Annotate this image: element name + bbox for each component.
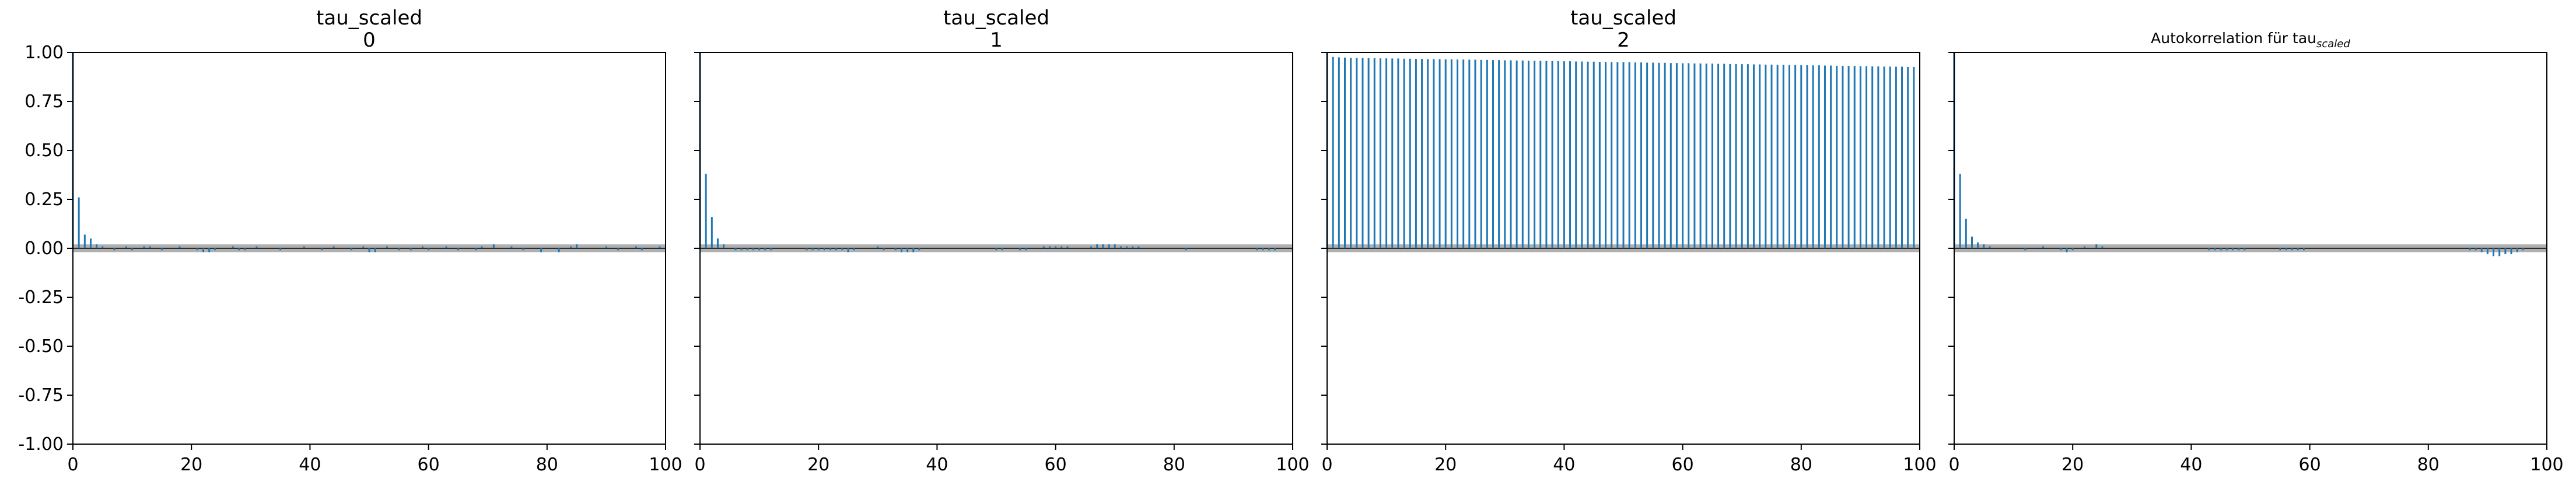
acf-panel-0: tau_scaled 0 1.00 0.75 0.50 0.25 0.00 -0.25 -0…: [18, 6, 682, 475]
acf-panel-3: Autokorrelation für tauscaled 0 20 40 60 80 1…: [1948, 30, 2564, 475]
panel-title: tau_scaled: [943, 6, 1049, 30]
panel-title: Autokorrelation für tauscaled: [2151, 30, 2350, 50]
x-tick-label: 80: [536, 455, 558, 475]
x-tick-label: 100: [1276, 455, 1309, 475]
x-tick-label: 80: [2417, 455, 2440, 475]
x-tick-label: 20: [1434, 455, 1457, 475]
y-tick-label: 1.00: [24, 43, 64, 63]
panel-subtitle: 2: [1617, 29, 1630, 52]
panel-title: tau_scaled: [1570, 6, 1676, 30]
acf-panel-1: tau_scaled 1 0 20 40 60 80 100: [694, 6, 1310, 475]
acf-panel-2: tau_scaled 2 0 20 40 60 80 100: [1321, 6, 1937, 475]
x-tick-label: 40: [299, 455, 321, 475]
y-tick-label: 0.00: [24, 238, 64, 259]
panel-subtitle: 1: [990, 29, 1003, 52]
panel-title: tau_scaled: [316, 6, 422, 30]
x-tick-label: 0: [1321, 455, 1332, 475]
y-tick-label: 0.50: [24, 140, 64, 161]
x-tick-label: 20: [2062, 455, 2084, 475]
x-tick-label: 100: [649, 455, 682, 475]
x-tick-label: 80: [1790, 455, 1812, 475]
x-tick-label: 0: [694, 455, 705, 475]
x-tick-label: 60: [1045, 455, 1067, 475]
x-tick-label: 40: [926, 455, 948, 475]
y-tick-label: -0.50: [18, 336, 64, 357]
panel-title-main: Autokorrelation für tau: [2151, 30, 2316, 47]
x-tick-label: 0: [1948, 455, 1959, 475]
plot-area: 0 20 40 60 80 100: [1948, 52, 2564, 475]
x-tick-label: 0: [67, 455, 78, 475]
x-tick-label: 60: [2299, 455, 2321, 475]
x-tick-label: 20: [180, 455, 202, 475]
panel-subtitle: 0: [363, 29, 376, 52]
x-tick-label: 60: [418, 455, 440, 475]
y-tick-label: 0.75: [24, 92, 64, 112]
x-tick-label: 60: [1672, 455, 1694, 475]
x-tick-label: 40: [2180, 455, 2202, 475]
y-tick-label: -0.75: [18, 385, 64, 406]
y-tick-label: -1.00: [18, 434, 64, 455]
y-tick-label: 0.25: [24, 189, 64, 210]
panel-title-subscript: scaled: [2316, 38, 2350, 50]
x-tick-label: 100: [2530, 455, 2563, 475]
x-tick-label: 20: [807, 455, 830, 475]
x-tick-label: 80: [1163, 455, 1185, 475]
x-tick-label: 40: [1553, 455, 1575, 475]
plot-area: 0 20 40 60 80 100: [1321, 52, 1937, 475]
y-tick-label: -0.25: [18, 287, 64, 308]
plot-area: 0 20 40 60 80 100: [694, 52, 1310, 475]
x-tick-label: 100: [1903, 455, 1936, 475]
plot-area: 1.00 0.75 0.50 0.25 0.00 -0.25 -0.50 -0.75 -1.00…: [18, 43, 682, 475]
